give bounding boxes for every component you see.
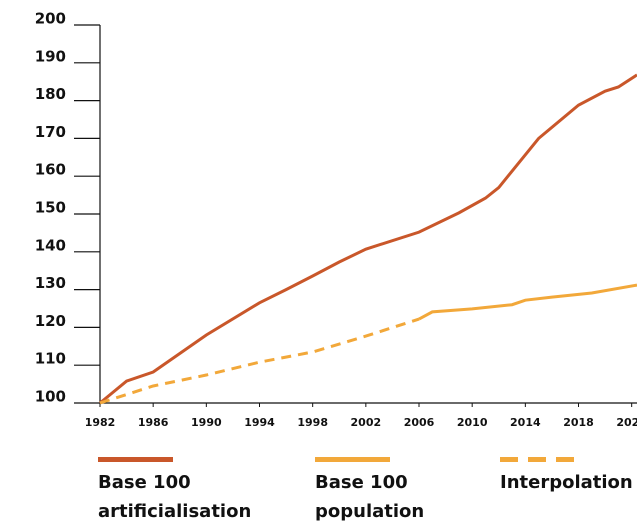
y-tick-label: 100 — [35, 388, 66, 406]
y-tick-label: 200 — [35, 10, 66, 28]
y-tick-label: 120 — [35, 312, 66, 330]
x-tick-label: 1994 — [244, 416, 275, 429]
legend-swatch — [98, 457, 173, 462]
y-tick-label: 150 — [35, 199, 66, 217]
legend-swatch — [315, 457, 390, 462]
x-tick-label: 1998 — [297, 416, 328, 429]
y-tick-label: 160 — [35, 161, 66, 179]
y-tick-label: 140 — [35, 236, 66, 254]
x-tick-label: 2010 — [457, 416, 488, 429]
y-tick-label: 190 — [35, 47, 66, 65]
legend-swatch — [500, 457, 575, 462]
legend-label: Base 100 population — [315, 472, 425, 522]
y-tick-label: 170 — [35, 123, 66, 141]
x-tick-label: 1982 — [85, 416, 116, 429]
x-tick-label: 2006 — [404, 416, 435, 429]
x-tick-label: 1990 — [191, 416, 222, 429]
x-tick-label: 2022 — [616, 416, 637, 429]
y-tick-label: 110 — [35, 350, 66, 368]
y-tick-label: 130 — [35, 274, 66, 292]
x-tick-label: 2002 — [351, 416, 382, 429]
line-series — [99, 317, 420, 405]
x-tick-label: 2018 — [563, 416, 594, 429]
y-tick-label: 180 — [35, 85, 66, 103]
line-series — [99, 73, 637, 405]
x-tick-label: 1986 — [138, 416, 169, 429]
legend-label: Interpolation — [500, 472, 633, 493]
legend-label: Base 100 artificialisation — [98, 472, 252, 522]
x-tick-label: 2014 — [510, 416, 541, 429]
line-series — [418, 283, 637, 321]
